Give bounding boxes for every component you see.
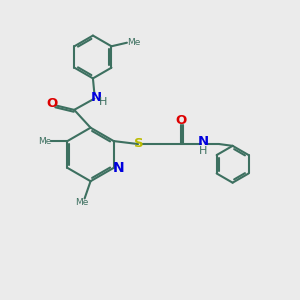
- Text: N: N: [90, 91, 101, 103]
- Text: O: O: [176, 114, 187, 127]
- Text: S: S: [134, 137, 144, 150]
- Text: N: N: [198, 136, 209, 148]
- Text: N: N: [113, 161, 124, 176]
- Text: Me: Me: [38, 136, 51, 146]
- Text: O: O: [46, 98, 57, 110]
- Text: Me: Me: [127, 38, 140, 47]
- Text: Me: Me: [75, 198, 88, 207]
- Text: H: H: [199, 146, 208, 156]
- Text: H: H: [99, 97, 107, 106]
